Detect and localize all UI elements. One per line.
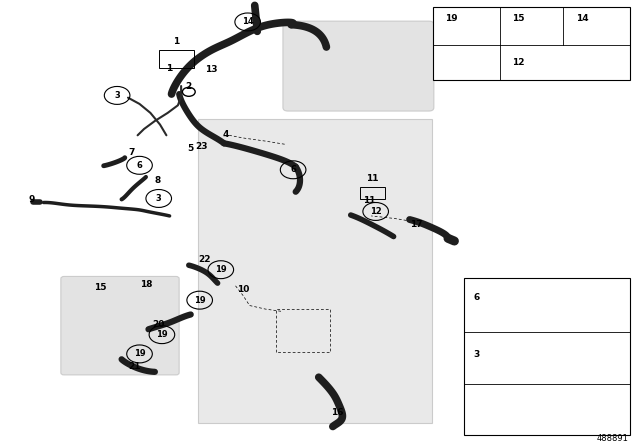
Text: 15: 15 [94,283,107,292]
Text: 19: 19 [134,349,145,358]
Text: 19: 19 [194,296,205,305]
Text: 18: 18 [140,280,152,289]
Text: 14: 14 [242,17,253,26]
Text: 11: 11 [366,174,379,183]
Text: 3: 3 [156,194,161,203]
Text: 1: 1 [166,64,173,73]
Text: 9: 9 [29,195,35,204]
Text: 17: 17 [410,220,422,228]
Text: 6: 6 [290,165,296,174]
Bar [159,50,194,68]
FancyBboxPatch shape [198,119,432,423]
Text: 6: 6 [136,161,143,170]
Text: 21: 21 [128,362,141,370]
Text: 3: 3 [474,350,480,359]
Text: 7: 7 [128,148,134,157]
Text: 488891: 488891 [596,434,628,443]
Text: 2: 2 [186,82,192,90]
FancyBboxPatch shape [283,21,434,111]
Text: 14: 14 [576,14,589,23]
Text: 15: 15 [512,14,525,23]
Text: 22: 22 [198,255,211,264]
Text: 10: 10 [237,285,250,294]
Text: 19: 19 [156,330,168,339]
Text: 11: 11 [363,196,376,205]
Text: 16: 16 [331,408,344,417]
Text: 20: 20 [152,320,165,329]
Text: 8: 8 [155,176,161,185]
Text: 13: 13 [205,65,218,74]
Bar [360,187,385,199]
Text: 4: 4 [223,130,229,139]
Text: 3: 3 [115,91,120,100]
Text: 5: 5 [187,144,193,153]
Text: 23: 23 [195,142,208,151]
Bar [433,7,630,80]
Bar [464,278,630,435]
Text: 19: 19 [445,14,458,23]
Text: 12: 12 [512,58,525,67]
Text: 6: 6 [474,293,480,302]
Text: 12: 12 [370,207,381,216]
FancyBboxPatch shape [61,276,179,375]
Text: 1: 1 [173,37,179,46]
Text: 19: 19 [215,265,227,274]
